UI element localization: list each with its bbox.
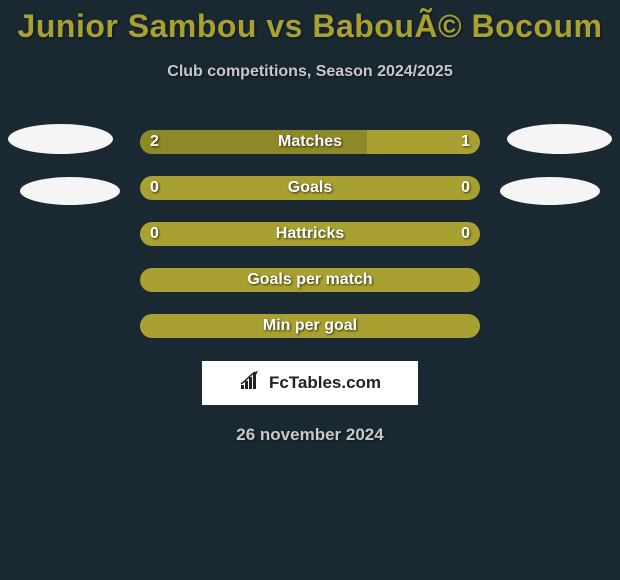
chart-area: Matches 2 1 Goals 0 0 Hattricks 0 0 Goals per mat… xyxy=(0,119,620,349)
stat-value-left: 0 xyxy=(150,225,159,243)
stat-bar: Hattricks 0 0 xyxy=(140,222,480,246)
stat-bar: Goals per match xyxy=(140,268,480,292)
logo-text: FcTables.com xyxy=(269,373,381,393)
stat-label: Goals per match xyxy=(247,271,372,289)
stat-value-left: 2 xyxy=(150,133,159,151)
date-text: 26 november 2024 xyxy=(0,425,620,445)
stat-bar: Matches 2 1 xyxy=(140,130,480,154)
stat-row: Goals 0 0 xyxy=(0,165,620,211)
chart-icon xyxy=(239,371,263,396)
stat-label: Hattricks xyxy=(276,225,344,243)
stat-value-right: 0 xyxy=(461,179,470,197)
stat-label: Matches xyxy=(278,133,342,151)
logo-box: FcTables.com xyxy=(202,361,418,405)
stat-bar: Min per goal xyxy=(140,314,480,338)
comparison-title: Junior Sambou vs BabouÃ© Bocoum xyxy=(0,0,620,45)
stat-value-right: 1 xyxy=(461,133,470,151)
stat-label: Goals xyxy=(288,179,332,197)
stat-label: Min per goal xyxy=(263,317,357,335)
stat-value-left: 0 xyxy=(150,179,159,197)
stat-bar: Goals 0 0 xyxy=(140,176,480,200)
stat-row: Matches 2 1 xyxy=(0,119,620,165)
stat-value-right: 0 xyxy=(461,225,470,243)
stat-row: Goals per match xyxy=(0,257,620,303)
stat-row: Hattricks 0 0 xyxy=(0,211,620,257)
comparison-subtitle: Club competitions, Season 2024/2025 xyxy=(0,63,620,81)
stat-row: Min per goal xyxy=(0,303,620,349)
